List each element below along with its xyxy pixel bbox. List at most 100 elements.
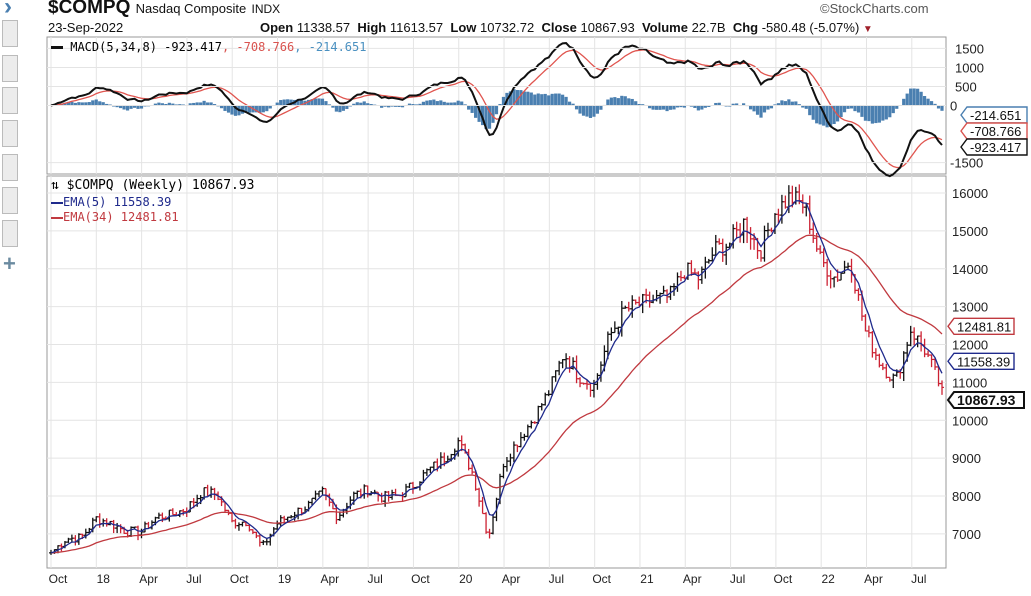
macd-histogram-bar (919, 91, 923, 106)
macd-histogram-bar (682, 105, 687, 108)
macd-histogram-bar (341, 105, 345, 111)
macd-histogram-bar (881, 105, 885, 121)
macd-histogram-bar (595, 105, 600, 114)
macd-histogram-bar (574, 105, 579, 110)
macd-histogram-bar (769, 105, 774, 109)
macd-histogram-bar (247, 105, 251, 113)
x-tick-label: 21 (640, 572, 654, 586)
macd-histogram-bar (112, 105, 116, 107)
macd-histogram-bar (588, 105, 593, 118)
sidebar-button[interactable] (2, 20, 18, 47)
macd-histogram-bar (571, 103, 575, 106)
plus-icon[interactable]: + (3, 251, 16, 276)
sidebar-button[interactable] (2, 187, 18, 214)
x-tick-label: Oct (774, 572, 793, 586)
x-tick-label: Jul (911, 572, 926, 586)
volume-value: 22.7B (691, 20, 726, 35)
macd-histogram-bar (797, 104, 801, 106)
macd-histogram-bar (119, 105, 123, 109)
price-tick-label: 9000 (952, 451, 981, 466)
ema5-line (50, 200, 943, 554)
sidebar-button[interactable] (2, 220, 18, 247)
macd-histogram-bar (387, 105, 391, 108)
macd-line (50, 42, 943, 178)
price-tick-label: 8000 (952, 489, 981, 504)
macd-histogram-bar (916, 88, 920, 106)
macd-histogram-bar (432, 99, 436, 106)
x-tick-label: Oct (411, 572, 430, 586)
macd-value: -923.417 (164, 40, 222, 54)
macd-histogram-bar (425, 100, 429, 106)
macd-histogram-bar (383, 105, 387, 107)
sidebar-button[interactable] (2, 55, 18, 82)
macd-histogram-bar (230, 105, 234, 115)
macd-histogram-bar (393, 105, 398, 107)
macd-histogram-bar (877, 105, 881, 123)
macd-histogram-tag-box (960, 106, 1028, 124)
open-value: 11338.57 (296, 20, 351, 35)
quote-date: 23-Sep-2022 (48, 20, 124, 35)
x-tick-label: Jul (549, 572, 564, 586)
macd-histogram-bar (435, 101, 439, 106)
macd-histogram-bar (446, 102, 450, 106)
macd-histogram-bar (783, 101, 787, 106)
sidebar-button[interactable] (2, 120, 18, 147)
price-tick-label: 13000 (952, 300, 988, 315)
sidebar-button[interactable] (2, 87, 18, 114)
ohlc-summary: Open 11338.57 High 11613.57 Low 10732.72… (260, 20, 873, 37)
macd-histogram-bar (369, 104, 373, 106)
macd-histogram-bar (331, 105, 335, 108)
macd-signal-tag-label: -708.766 (970, 124, 1021, 139)
sidebar-button[interactable] (2, 154, 18, 181)
macd-histogram-bar (487, 105, 492, 129)
macd-histogram-bar (484, 105, 488, 129)
macd-histogram-bar (212, 104, 217, 106)
macd-histogram-bar (98, 101, 102, 106)
sort-icon[interactable]: ⇅ (51, 178, 59, 193)
ema5-tag-box (947, 352, 1015, 370)
macd-histogram-bar (909, 88, 913, 106)
macd-histogram-bar (327, 104, 332, 106)
macd-histogram-bar (735, 103, 739, 106)
macd-histogram-bar (407, 103, 412, 106)
macd-histogram-bar (390, 105, 394, 107)
macd-histogram-bar (209, 102, 213, 106)
macd-histogram-bar (261, 105, 265, 113)
macd-histogram-bar (529, 92, 533, 106)
macd-histogram-bar (870, 105, 874, 124)
macd-legend-swatch (51, 46, 63, 49)
macd-histogram-bar (439, 100, 443, 106)
chevron-right-icon[interactable]: › (4, 0, 12, 20)
macd-histogram-bar (268, 105, 272, 109)
macd-histogram-bar (856, 105, 861, 113)
chg-label: Chg (732, 20, 759, 35)
x-tick-label: Jul (730, 572, 745, 586)
macd-histogram-bar (453, 102, 457, 106)
macd-histogram-bar (561, 94, 565, 106)
macd-histogram-bar (905, 93, 909, 106)
macd-histogram-bar (853, 105, 857, 112)
macd-histogram-bar (136, 105, 140, 109)
macd-histogram-bar (609, 97, 613, 106)
macd-histogram-bar (94, 99, 98, 106)
down-triangle-icon: ▼ (862, 24, 873, 35)
macd-histogram-bar (613, 97, 617, 106)
close-label: Close (541, 20, 577, 35)
x-tick-label: 19 (278, 572, 292, 586)
stockcharts-logo: ©StockCharts.com (820, 1, 929, 16)
macd-histogram-bar (700, 105, 704, 110)
macd-histogram-bar (661, 105, 666, 110)
macd-histogram-bar (313, 98, 318, 106)
macd-histogram-bar (171, 103, 175, 106)
ema34-tag-label: 12481.81 (957, 319, 1011, 334)
macd-histogram-bar (818, 105, 822, 125)
macd-histogram-bar (794, 101, 798, 106)
macd-histogram-bar (522, 91, 526, 106)
macd-histogram-bar (533, 94, 537, 106)
price-tick-label: 11000 (952, 375, 987, 390)
macd-histogram-bar (223, 105, 227, 111)
symbol-title: $COMPQ Nasdaq Composite INDX (48, 0, 280, 20)
macd-histogram-bar (616, 98, 620, 106)
macd-legend: MACD(5,34,8) -923.417, -708.766, -214.65… (51, 40, 366, 54)
macd-histogram-bar (762, 105, 767, 113)
